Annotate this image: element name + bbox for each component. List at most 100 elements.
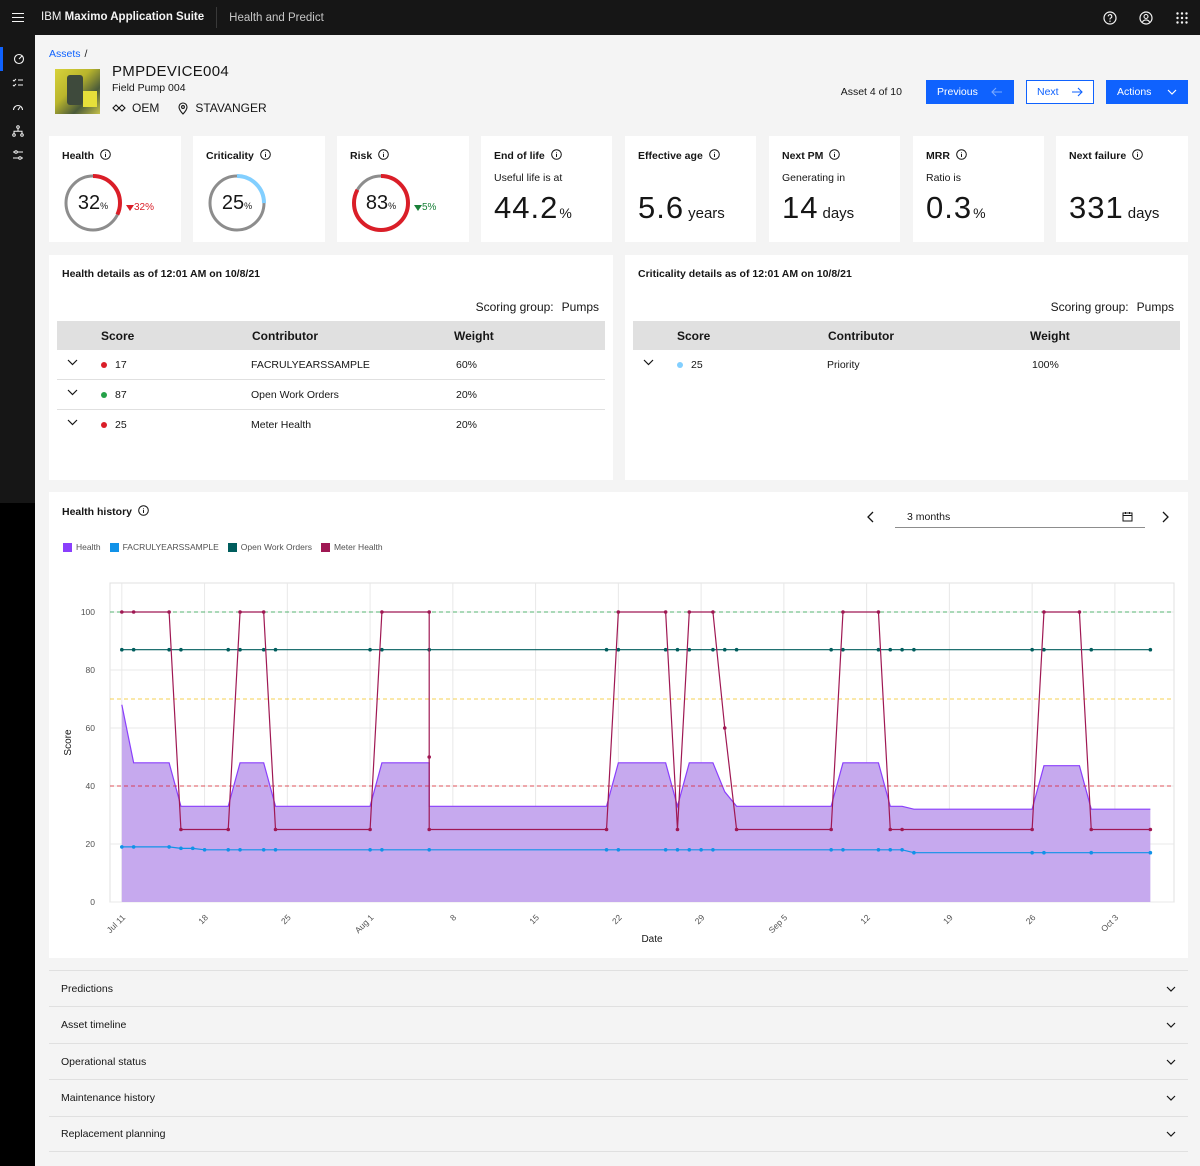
data-point	[368, 647, 372, 652]
data-point	[427, 827, 432, 832]
info-icon[interactable]	[956, 149, 967, 163]
data-point	[427, 848, 432, 852]
score-column[interactable]: Score	[101, 329, 135, 343]
data-point	[604, 827, 609, 832]
info-icon[interactable]	[550, 149, 562, 163]
legend-item[interactable]: Open Work Orders	[227, 542, 312, 552]
end-of-life-label: End of life	[494, 150, 545, 162]
section-maintenance-history[interactable]: Maintenance history	[49, 1079, 1188, 1115]
data-point	[167, 610, 171, 614]
data-point	[120, 845, 124, 849]
section-asset-timeline[interactable]: Asset timeline	[49, 1006, 1188, 1042]
chart-legend: Health FACRULYEARSSAMPLE Open Work Order…	[63, 542, 392, 552]
calendar-icon[interactable]	[1122, 511, 1133, 522]
x-tick-label: 29	[693, 912, 707, 926]
checklist-nav-icon[interactable]	[0, 71, 35, 95]
data-point	[380, 610, 384, 614]
health-history-chart: Jul 11 18 25 Aug 1 8 15 22 29 Sep 5 12 19 26 Oct 3 0 2…	[63, 582, 1175, 945]
contributor-column[interactable]: Contributor	[252, 329, 318, 343]
chevron-right-icon[interactable]	[1161, 511, 1169, 523]
weight-cell: 20%	[456, 419, 478, 431]
data-point	[273, 848, 278, 852]
app-switcher-icon[interactable]	[1164, 0, 1200, 35]
contributor-cell: Open Work Orders	[251, 389, 339, 401]
legend-item[interactable]: Health	[63, 542, 101, 552]
data-point	[616, 610, 621, 614]
arrow-right-icon	[1072, 87, 1083, 97]
health-value: 32%	[77, 191, 109, 214]
table-row[interactable]: 17 FACRULYEARSSAMPLE 60%	[57, 350, 605, 380]
table-row[interactable]: 25 Meter Health 20%	[57, 410, 605, 440]
asset-description: Field Pump 004	[112, 82, 186, 94]
contributor-column[interactable]: Contributor	[828, 329, 894, 343]
actions-label: Actions	[1117, 86, 1152, 98]
health-delta: 32%	[126, 202, 154, 213]
info-icon[interactable]	[708, 149, 720, 163]
risk-delta: 5%	[414, 202, 436, 213]
section-replacement-planning[interactable]: Replacement planning	[49, 1116, 1188, 1152]
data-point	[687, 610, 692, 614]
next-pm-card: Next PM Generating in 14 days	[769, 136, 900, 242]
legend-item[interactable]: FACRULYEARSSAMPLE	[109, 542, 219, 552]
info-icon[interactable]	[100, 149, 111, 163]
info-icon[interactable]	[829, 149, 841, 163]
table-row[interactable]: 25 Priority 100%	[633, 350, 1180, 380]
data-point	[1030, 827, 1034, 832]
data-point	[888, 848, 893, 852]
actions-button[interactable]: Actions	[1106, 80, 1188, 104]
help-icon[interactable]	[1092, 0, 1128, 35]
chevron-down-icon[interactable]	[67, 419, 78, 426]
menu-icon[interactable]	[0, 0, 35, 35]
data-point	[687, 647, 692, 652]
mrr-sub: Ratio is	[926, 172, 962, 184]
x-tick-label: 15	[527, 912, 541, 926]
health-history-title: Health history	[62, 506, 133, 518]
chevron-down-icon[interactable]	[643, 359, 654, 366]
section-operational-status[interactable]: Operational status	[49, 1043, 1188, 1079]
risk-card: Risk 83% 5%	[337, 136, 469, 242]
dashboard-nav-icon[interactable]	[0, 95, 35, 119]
info-icon[interactable]	[260, 149, 271, 163]
settings-nav-icon[interactable]	[0, 143, 35, 167]
chevron-down-icon[interactable]	[67, 359, 78, 366]
data-point	[202, 848, 207, 852]
y-tick-label: 60	[86, 723, 96, 733]
chevron-left-icon[interactable]	[867, 511, 875, 523]
data-point	[900, 647, 904, 652]
next-label: Next	[1037, 86, 1059, 98]
data-point	[912, 647, 916, 652]
data-point	[179, 647, 183, 652]
table-row[interactable]: 87 Open Work Orders 20%	[57, 380, 605, 410]
data-point	[663, 848, 668, 852]
score-cell: 17	[101, 359, 127, 371]
info-icon[interactable]	[378, 149, 389, 163]
x-tick-label: Jul 11	[105, 912, 128, 935]
brand[interactable]: IBM Maximo Application Suite	[41, 7, 218, 28]
data-point	[912, 850, 916, 855]
y-tick-label: 100	[81, 607, 95, 617]
user-icon[interactable]	[1128, 0, 1164, 35]
product-name[interactable]: Health and Predict	[229, 11, 324, 24]
previous-button[interactable]: Previous	[926, 80, 1014, 104]
weight-column[interactable]: Weight	[1030, 329, 1070, 343]
chevron-down-icon[interactable]	[67, 389, 78, 396]
info-icon[interactable]	[1132, 149, 1143, 163]
hierarchy-nav-icon[interactable]	[0, 119, 35, 143]
assets-nav-icon[interactable]	[0, 47, 35, 71]
breadcrumb-assets-link[interactable]: Assets	[49, 48, 81, 60]
weight-column[interactable]: Weight	[454, 329, 494, 343]
data-point	[1089, 850, 1094, 855]
asset-id: PMPDEVICE004	[112, 63, 229, 80]
section-predictions[interactable]: Predictions	[49, 970, 1188, 1006]
score-column[interactable]: Score	[677, 329, 711, 343]
data-point	[1030, 647, 1034, 652]
info-icon[interactable]	[138, 505, 149, 519]
date-range-dropdown[interactable]: 3 months	[895, 506, 1145, 528]
legend-item[interactable]: Meter Health	[320, 542, 383, 552]
data-point	[380, 647, 384, 652]
next-button[interactable]: Next	[1026, 80, 1094, 104]
data-point	[238, 610, 242, 614]
data-point	[226, 848, 231, 852]
end-of-life-value: 44.2%	[494, 190, 572, 225]
next-failure-value: 331 days	[1069, 190, 1160, 225]
